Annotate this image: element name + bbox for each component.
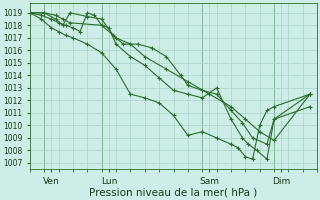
X-axis label: Pression niveau de la mer( hPa ): Pression niveau de la mer( hPa ): [89, 187, 258, 197]
